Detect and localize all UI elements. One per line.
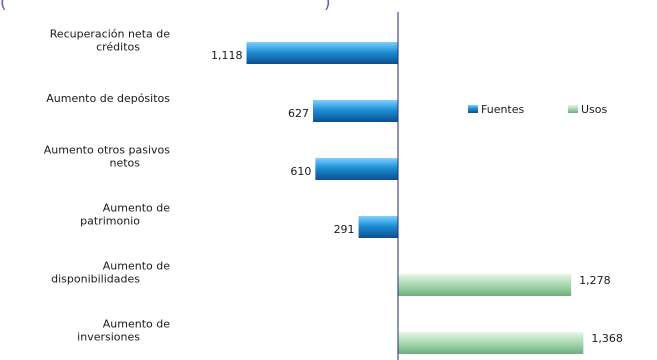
data-label-fuentes-recuperacion-neta-de-creditos: 1,118 xyxy=(211,49,243,62)
legend-label-fuentes: Fuentes xyxy=(481,103,525,116)
category-label-recuperacion-neta-de-creditos: Recuperación neta de créditos xyxy=(50,28,171,54)
category-label-line: disponibilidades xyxy=(51,273,140,286)
data-label-usos-aumento-de-inversiones: 1,368 xyxy=(591,332,623,345)
bar-fuentes-aumento-de-patrimonio xyxy=(358,216,398,238)
title-fragment-left: ( xyxy=(0,0,7,13)
data-label-fuentes-aumento-de-patrimonio: 291 xyxy=(334,223,355,236)
legend-label-usos: Usos xyxy=(581,103,608,116)
data-label-fuentes-aumento-otros-pasivos-netos: 610 xyxy=(290,165,311,178)
bar-fuentes-aumento-otros-pasivos-netos xyxy=(315,158,398,180)
category-label-line: Aumento de xyxy=(103,260,170,273)
category-label-line: créditos xyxy=(96,41,140,54)
category-label-line: patrimonio xyxy=(80,215,140,228)
data-label-fuentes-aumento-de-depositos: 627 xyxy=(288,107,309,120)
legend-swatch-fuentes xyxy=(468,105,478,113)
category-label-line: inversiones xyxy=(77,331,140,344)
bar-usos-aumento-de-disponibilidades xyxy=(398,274,572,296)
category-label-aumento-otros-pasivos-netos: Aumento otros pasivos netos xyxy=(44,144,171,170)
legend: Fuentes Usos xyxy=(468,103,608,116)
category-label-line: Aumento de xyxy=(103,318,170,331)
category-label-aumento-de-inversiones: Aumento de inversiones xyxy=(77,318,170,344)
title-fragment-right: ) xyxy=(324,0,331,13)
legend-swatch-usos xyxy=(568,105,578,113)
category-label-line: netos xyxy=(109,157,140,170)
category-label-line: Aumento de xyxy=(103,202,170,215)
bar-usos-aumento-de-inversiones xyxy=(398,332,584,354)
category-label-aumento-de-disponibilidades: Aumento de disponibilidades xyxy=(51,260,170,286)
category-label-aumento-de-depositos: Aumento de depósitos xyxy=(46,92,170,105)
category-label-line: Recuperación neta de xyxy=(50,28,171,41)
category-label-aumento-de-patrimonio: Aumento de patrimonio xyxy=(80,202,170,228)
category-label-line: Aumento otros pasivos xyxy=(44,144,171,157)
bar-fuentes-recuperacion-neta-de-creditos xyxy=(246,42,398,64)
bar-fuentes-aumento-de-depositos xyxy=(313,100,398,122)
category-label-line: Aumento de depósitos xyxy=(46,92,170,105)
data-label-usos-aumento-de-disponibilidades: 1,278 xyxy=(579,274,611,287)
